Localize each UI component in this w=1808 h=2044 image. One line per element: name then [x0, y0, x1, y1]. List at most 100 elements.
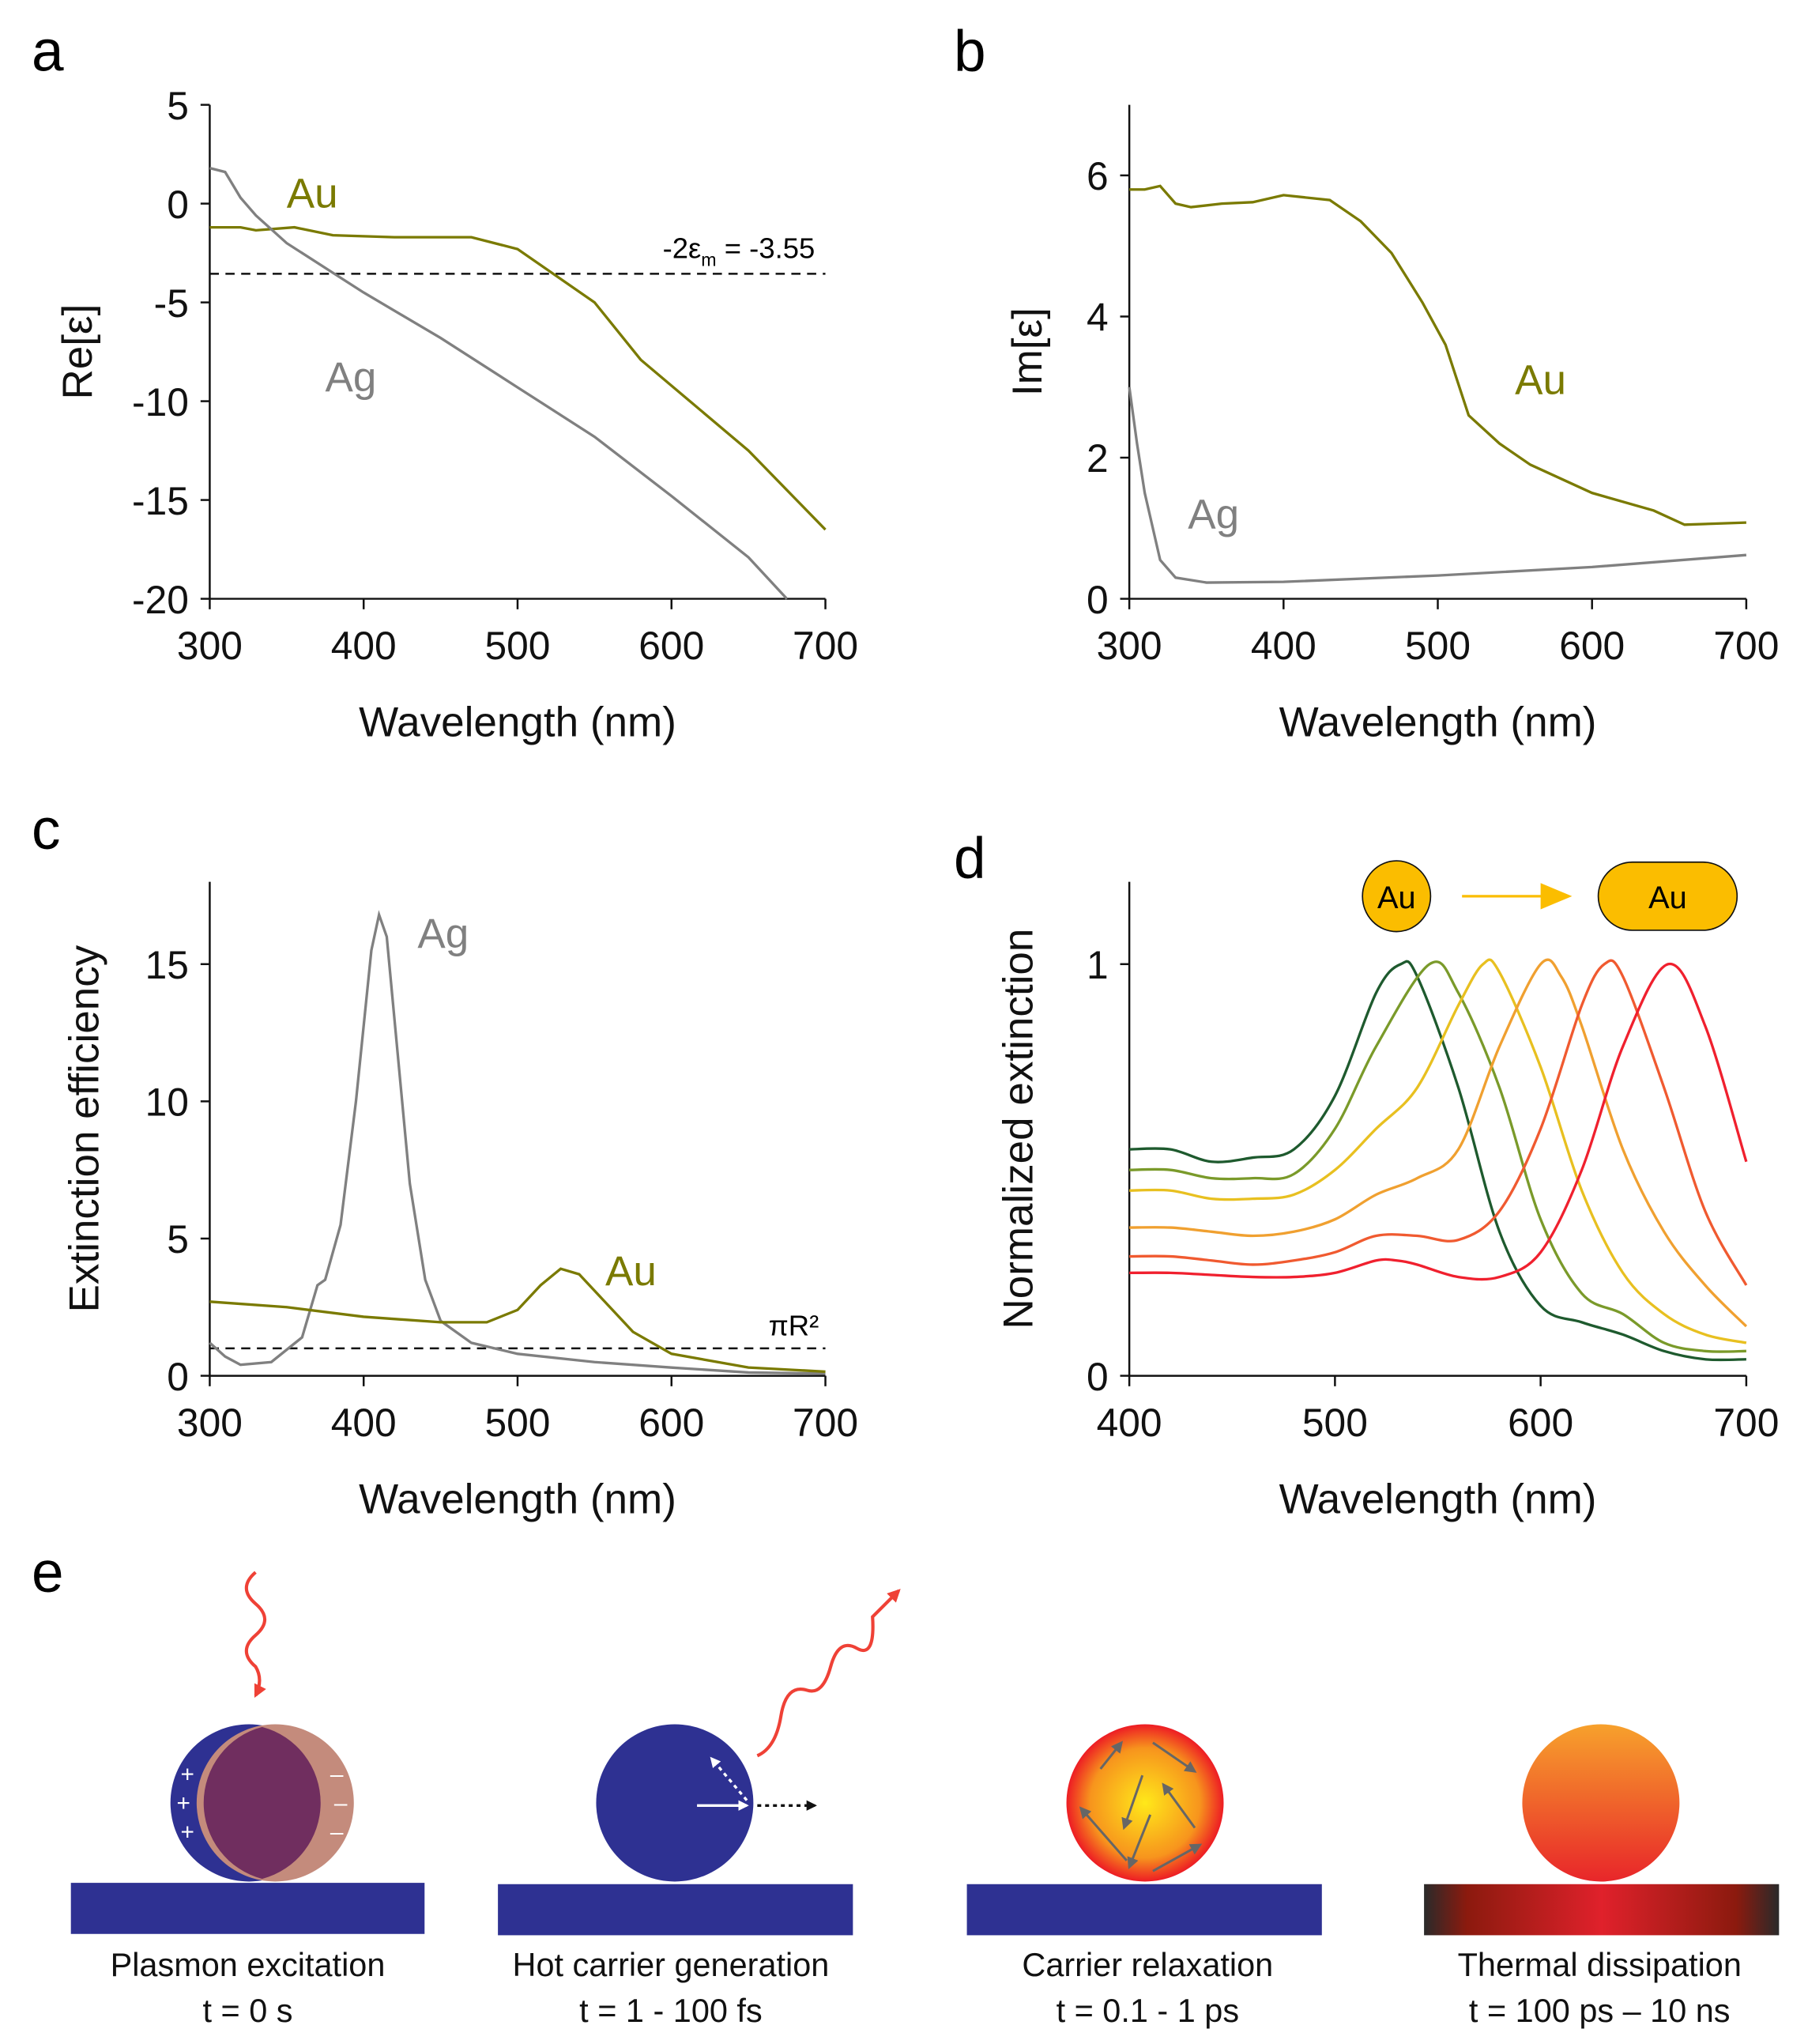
series-label-ag: Ag	[417, 911, 469, 957]
series-line-au	[209, 225, 827, 531]
panel-label-a: a	[32, 20, 64, 84]
x-tick-label: 300	[177, 1401, 243, 1445]
panel-label-c: c	[32, 798, 60, 862]
substrate	[498, 1884, 853, 1936]
y-tick-label: 0	[1087, 578, 1109, 622]
x-axis-label: Wavelength (nm)	[359, 700, 676, 746]
series-label-au: Au	[1515, 357, 1566, 404]
y-axis-label: Re[ε]	[55, 304, 101, 400]
x-tick-label: 700	[793, 624, 858, 668]
stage-title: Hot carrier generation	[513, 1946, 830, 1983]
y-tick-label: 1	[1087, 943, 1109, 987]
stage-time: t = 0.1 - 1 ps	[1057, 1992, 1240, 2029]
incident-light-wave-icon	[244, 1571, 267, 1699]
scattering-arrows-icon	[1079, 1740, 1203, 1872]
series-line-curve-2	[1129, 960, 1746, 1353]
inset-left-label: Au	[1377, 881, 1416, 915]
y-tick-label: 15	[145, 943, 189, 987]
inset-right-label: Au	[1648, 881, 1687, 915]
particle-overlap-icon	[203, 1726, 321, 1880]
x-axis-label: Wavelength (nm)	[359, 1476, 676, 1523]
y-tick-label: 0	[1087, 1355, 1109, 1399]
y-tick-label: -5	[154, 281, 189, 326]
y-tick-label: 5	[167, 84, 189, 128]
inset-arrowhead-icon	[1540, 883, 1573, 910]
series-line-curve-4	[1129, 958, 1748, 1328]
x-axis-label: Wavelength (nm)	[1279, 1476, 1597, 1523]
series-line-curve-3	[1129, 958, 1747, 1344]
series-label-au: Au	[605, 1248, 657, 1295]
x-axis-label: Wavelength (nm)	[1279, 700, 1597, 746]
x-tick-label: 400	[1251, 624, 1316, 668]
x-tick-label: 400	[331, 1401, 397, 1445]
minus-charge: –	[330, 1761, 344, 1787]
series-label-ag: Ag	[1188, 491, 1239, 537]
substrate	[966, 1884, 1322, 1936]
x-tick-label: 500	[484, 1401, 550, 1445]
y-tick-label: -15	[132, 479, 189, 523]
y-axis-label: Normalized extinction	[995, 929, 1041, 1329]
x-tick-label: 500	[484, 624, 550, 668]
minus-charge: –	[330, 1819, 344, 1845]
plus-charge: +	[177, 1790, 190, 1816]
hot-nanoparticle-icon	[1066, 1724, 1224, 1882]
stage-title: Carrier relaxation	[1022, 1946, 1273, 1983]
plus-charge: +	[181, 1819, 194, 1845]
series-line-ag	[209, 167, 789, 600]
au-rod-icon	[1597, 861, 1738, 931]
x-tick-label: 400	[1097, 1401, 1162, 1445]
substrate	[70, 1883, 425, 1934]
stage-title: Plasmon excitation	[111, 1946, 386, 1983]
y-tick-label: 0	[167, 183, 189, 227]
x-tick-label: 600	[1508, 1401, 1573, 1445]
x-tick-label: 500	[1302, 1401, 1368, 1445]
series-line-au	[209, 1267, 826, 1374]
x-tick-label: 700	[1713, 624, 1779, 668]
thermal-nanoparticle-icon	[1522, 1724, 1680, 1882]
y-tick-label: -10	[132, 380, 189, 424]
au-sphere-icon	[1362, 860, 1432, 933]
series-label-au: Au	[287, 171, 338, 217]
series-line-au	[1129, 184, 1746, 526]
y-tick-label: 10	[145, 1080, 189, 1125]
x-tick-label: 600	[638, 1401, 704, 1445]
x-tick-label: 400	[331, 624, 397, 668]
chart-c: 300 400 500 600 700 0 5 10 15 Wavelength (nm) Exti…	[62, 881, 858, 1523]
y-tick-label: 6	[1087, 154, 1109, 198]
plus-charge: +	[181, 1761, 194, 1787]
reference-line-label: -2εm = -3.55	[663, 232, 815, 270]
chart-d: 400 500 600 700 0 1 Wavelength (nm) Normalized …	[995, 881, 1779, 1523]
x-tick-label: 700	[793, 1401, 858, 1445]
y-tick-label: 4	[1087, 296, 1109, 340]
series-label-ag: Ag	[326, 354, 377, 401]
y-tick-label: 5	[167, 1217, 189, 1261]
y-axis-label: Im[ε]	[1004, 307, 1051, 396]
nanoparticle-icon	[596, 1724, 754, 1882]
x-tick-label: 600	[638, 624, 704, 668]
minus-charge: –	[334, 1790, 348, 1816]
series-line-curve-5	[1129, 959, 1748, 1286]
y-tick-label: -20	[132, 578, 189, 622]
stage-time: t = 100 ps – 10 ns	[1469, 1992, 1731, 2029]
panel-d-inset: Au Au	[1362, 860, 1738, 933]
y-tick-label: 2	[1087, 436, 1109, 481]
series-line-ag	[1128, 387, 1747, 584]
reference-line-label: πR²	[769, 1309, 819, 1341]
panel-e: + + + – – – Plasmon excitation t = 0 s H…	[70, 1571, 1780, 2029]
stage-time: t = 1 - 100 fs	[579, 1992, 763, 2029]
chart-a: 300 400 500 600 700 5 0 -5 -10 -15 -20 Wavelength (…	[55, 84, 858, 746]
emitted-light-wave-icon	[756, 1589, 901, 1758]
y-axis-label: Extinction efficiency	[62, 945, 108, 1312]
series-line-ag	[209, 910, 826, 1375]
x-tick-label: 700	[1713, 1401, 1779, 1445]
x-tick-label: 500	[1405, 624, 1471, 668]
x-tick-label: 600	[1559, 624, 1625, 668]
series-line-curve-6	[1129, 963, 1748, 1281]
series-line-curve-1	[1129, 960, 1746, 1362]
stage-time: t = 0 s	[202, 1992, 292, 2029]
reflected-carrier-arrow-icon	[710, 1756, 748, 1801]
panel-label-b: b	[954, 20, 986, 84]
chart-b: 300 400 500 600 700 0 2 4 6 Wavelength (nm) Im[ε] A…	[1004, 104, 1779, 746]
